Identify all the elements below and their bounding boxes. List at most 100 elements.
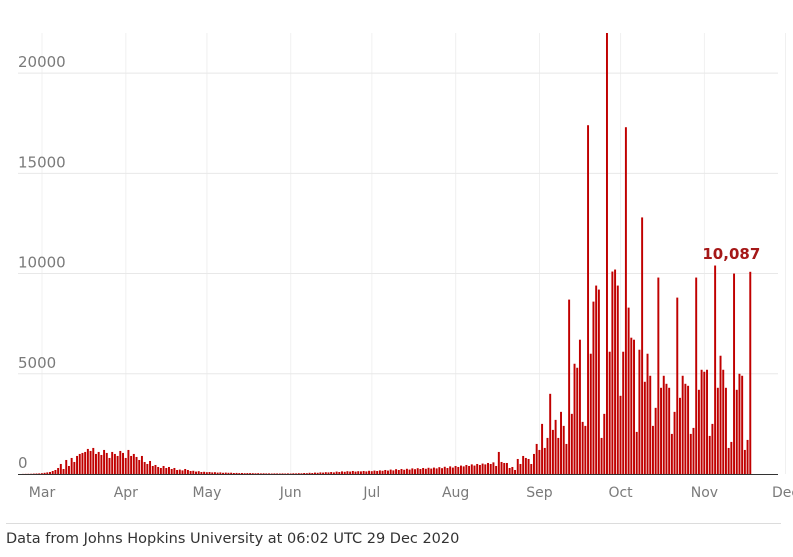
bar — [270, 473, 273, 474]
bar — [381, 470, 384, 474]
bar — [149, 460, 152, 474]
bar — [465, 464, 468, 474]
bar — [57, 467, 60, 474]
bar — [681, 375, 684, 474]
bar — [165, 467, 168, 474]
bar — [687, 385, 690, 474]
bar — [665, 383, 668, 474]
bar — [376, 470, 379, 474]
bar — [370, 471, 373, 474]
bar — [616, 285, 619, 474]
bar — [662, 375, 665, 474]
bar — [541, 423, 544, 474]
bar — [51, 470, 54, 474]
bar — [378, 470, 381, 474]
bar — [738, 373, 741, 474]
bar — [535, 443, 538, 474]
x-tick-label: Apr — [114, 485, 138, 501]
bar — [308, 472, 311, 474]
bar — [454, 465, 457, 474]
bar — [43, 472, 46, 474]
x-tick-label: Jul — [362, 485, 380, 501]
bar — [297, 473, 300, 474]
bar — [46, 472, 49, 474]
bar — [651, 425, 654, 474]
bar — [416, 468, 419, 474]
bar — [316, 472, 319, 474]
bar — [351, 470, 354, 474]
bar — [522, 455, 525, 474]
bar — [335, 471, 338, 474]
bar — [735, 389, 738, 474]
bar — [284, 473, 287, 474]
bar — [546, 437, 549, 474]
bar — [716, 387, 719, 474]
bar — [670, 433, 673, 474]
bar — [281, 473, 284, 474]
bar — [362, 470, 365, 474]
bar — [643, 381, 646, 474]
bar — [603, 413, 606, 474]
bar — [611, 271, 614, 474]
bar — [238, 473, 241, 474]
bar — [449, 466, 452, 474]
bar — [349, 471, 352, 474]
bar — [200, 472, 203, 474]
bar — [181, 470, 184, 474]
bars — [22, 33, 752, 475]
bar — [73, 461, 76, 474]
bar — [100, 454, 103, 474]
bar — [689, 433, 692, 474]
bar — [132, 453, 135, 474]
bar — [392, 470, 395, 474]
bar — [222, 472, 225, 474]
bar — [405, 468, 408, 474]
bar — [184, 468, 187, 474]
bar — [538, 449, 541, 474]
bar — [127, 449, 130, 474]
bar — [230, 472, 233, 474]
bar — [695, 277, 698, 474]
bar — [533, 453, 535, 474]
bar — [205, 472, 208, 474]
bar — [400, 468, 403, 474]
bar — [159, 467, 162, 474]
bar — [338, 472, 341, 474]
bar — [573, 363, 576, 474]
bar — [40, 473, 43, 474]
bar — [168, 466, 170, 474]
bar — [95, 453, 97, 474]
bar — [668, 387, 671, 474]
bar — [257, 473, 260, 474]
bar — [730, 441, 733, 474]
axis-labels: 0 5000 10000 15000 20000 Mar Apr May Jun Jul Aug Se… — [18, 53, 793, 501]
bar — [81, 452, 84, 474]
bar — [84, 451, 87, 474]
bar — [468, 465, 471, 474]
bar — [324, 472, 327, 474]
bar — [343, 471, 346, 475]
bar — [478, 464, 481, 474]
x-tick-label: Sep — [526, 485, 553, 501]
bar — [587, 125, 590, 475]
bar — [92, 447, 95, 474]
bar — [35, 473, 38, 474]
source-note: Data from Johns Hopkins University at 06… — [6, 531, 460, 547]
bar — [562, 425, 565, 474]
bar — [154, 464, 157, 474]
bar — [268, 473, 270, 474]
bar — [241, 473, 243, 474]
bar — [457, 466, 460, 474]
bar — [292, 473, 295, 474]
bar — [251, 473, 254, 474]
bar — [516, 458, 519, 474]
bar — [227, 472, 230, 474]
bar — [373, 470, 376, 474]
bar — [124, 457, 127, 474]
bar — [741, 375, 744, 474]
bar — [527, 458, 530, 474]
bar — [176, 469, 179, 474]
bar — [697, 389, 700, 474]
bar — [703, 371, 706, 474]
bar — [714, 265, 717, 474]
